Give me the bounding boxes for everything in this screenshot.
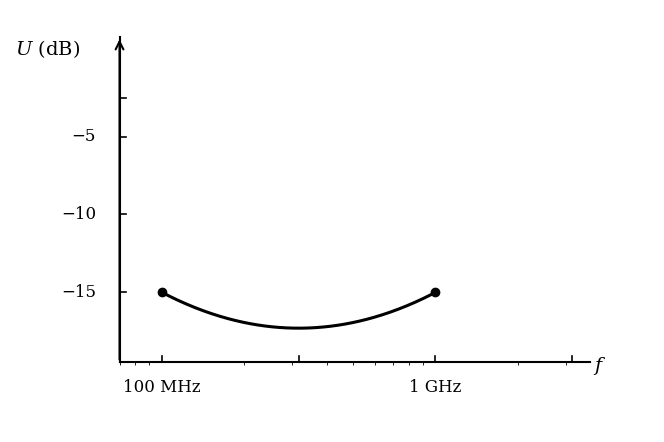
Text: −10: −10 bbox=[61, 206, 96, 223]
Text: $\mathit{U}$ (dB): $\mathit{U}$ (dB) bbox=[15, 38, 80, 60]
Text: −5: −5 bbox=[72, 128, 96, 145]
Text: 100 MHz: 100 MHz bbox=[123, 379, 201, 396]
Text: −15: −15 bbox=[61, 284, 96, 301]
Text: $\mathit{f}$: $\mathit{f}$ bbox=[594, 355, 607, 377]
Text: 1 GHz: 1 GHz bbox=[409, 379, 461, 396]
